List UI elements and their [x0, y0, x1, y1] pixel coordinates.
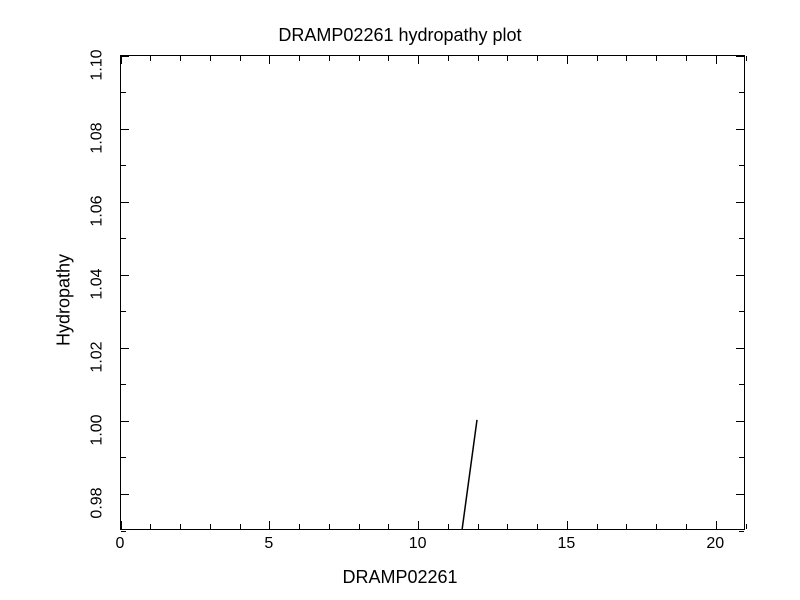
y-tick [736, 494, 744, 495]
x-tick-label: 5 [264, 535, 273, 553]
x-tick-minor [537, 56, 538, 61]
x-tick-minor [626, 524, 627, 529]
y-tick-minor [739, 165, 744, 166]
x-tick [567, 521, 568, 529]
x-tick-minor [507, 524, 508, 529]
x-tick-minor [626, 56, 627, 61]
x-tick-minor [150, 56, 151, 61]
x-tick-minor [597, 56, 598, 61]
x-tick-minor [329, 524, 330, 529]
x-tick [121, 521, 122, 529]
x-tick-label: 20 [706, 535, 724, 553]
x-tick [418, 521, 419, 529]
x-axis-label: DRAMP02261 [0, 567, 800, 588]
x-tick-minor [507, 56, 508, 61]
x-tick-minor [210, 524, 211, 529]
x-tick-minor [478, 56, 479, 61]
y-tick-label: 1.04 [89, 269, 107, 300]
y-tick [736, 421, 744, 422]
x-tick-minor [746, 56, 747, 61]
y-tick [736, 348, 744, 349]
y-tick [736, 56, 744, 57]
y-tick-minor [121, 238, 126, 239]
y-tick-label: 1.02 [89, 342, 107, 373]
y-tick-minor [739, 531, 744, 532]
y-tick-minor [739, 457, 744, 458]
x-tick-minor [180, 56, 181, 61]
x-tick-minor [537, 524, 538, 529]
x-tick [269, 521, 270, 529]
y-tick-minor [739, 238, 744, 239]
plot-area [120, 55, 745, 530]
y-tick-label: 1.08 [89, 122, 107, 153]
x-tick [716, 521, 717, 529]
y-tick [121, 56, 129, 57]
x-tick-minor [210, 56, 211, 61]
y-tick [121, 129, 129, 130]
x-tick-label: 15 [558, 535, 576, 553]
x-tick [269, 56, 270, 64]
y-tick [121, 348, 129, 349]
x-tick-minor [299, 56, 300, 61]
y-tick-minor [121, 92, 126, 93]
x-tick-minor [656, 524, 657, 529]
x-tick-minor [359, 524, 360, 529]
x-tick-minor [448, 56, 449, 61]
y-tick-minor [121, 165, 126, 166]
y-tick-minor [121, 457, 126, 458]
x-tick-minor [150, 524, 151, 529]
y-tick-minor [739, 384, 744, 385]
x-tick-minor [478, 524, 479, 529]
x-tick [716, 56, 717, 64]
y-tick [121, 275, 129, 276]
x-tick-minor [746, 524, 747, 529]
chart-container: DRAMP02261 hydropathy plot Hydropathy DR… [0, 0, 800, 600]
x-tick-minor [448, 524, 449, 529]
y-tick [736, 275, 744, 276]
x-tick-minor [240, 56, 241, 61]
x-tick-minor [329, 56, 330, 61]
x-tick-label: 10 [409, 535, 427, 553]
x-tick-minor [359, 56, 360, 61]
y-tick [121, 494, 129, 495]
x-tick-minor [388, 524, 389, 529]
data-line [121, 56, 744, 529]
y-tick-minor [121, 384, 126, 385]
y-tick [736, 202, 744, 203]
x-tick [567, 56, 568, 64]
x-tick-minor [180, 524, 181, 529]
y-axis-label: Hydropathy [54, 254, 75, 346]
y-tick-label: 0.98 [89, 488, 107, 519]
x-tick-minor [240, 524, 241, 529]
x-tick-minor [299, 524, 300, 529]
y-tick [121, 202, 129, 203]
x-tick-minor [686, 524, 687, 529]
x-tick-label: 0 [116, 535, 125, 553]
x-tick [418, 56, 419, 64]
x-tick [121, 56, 122, 64]
y-tick [121, 421, 129, 422]
x-tick-minor [597, 524, 598, 529]
x-tick-minor [656, 56, 657, 61]
x-tick-minor [686, 56, 687, 61]
x-tick-minor [388, 56, 389, 61]
y-tick-minor [121, 531, 126, 532]
series-line [462, 420, 477, 529]
y-tick [736, 129, 744, 130]
y-tick-minor [739, 311, 744, 312]
y-tick-minor [121, 311, 126, 312]
y-tick-label: 1.06 [89, 196, 107, 227]
y-tick-minor [739, 92, 744, 93]
chart-title: DRAMP02261 hydropathy plot [0, 25, 800, 46]
y-tick-label: 1.00 [89, 415, 107, 446]
y-tick-label: 1.10 [89, 49, 107, 80]
